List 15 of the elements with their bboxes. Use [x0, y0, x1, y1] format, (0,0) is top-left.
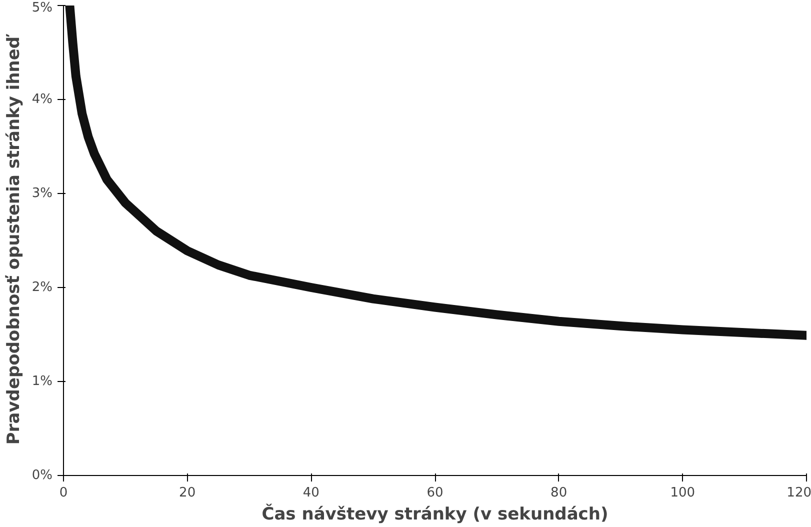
x-tick-label: 80 [550, 486, 568, 500]
x-tick-label: 0 [59, 486, 68, 500]
x-tick-label: 20 [179, 486, 196, 500]
x-tick-label: 100 [670, 486, 696, 500]
y-tick-label: 4% [32, 92, 52, 107]
x-tick-label: 120 [786, 486, 811, 500]
y-axis-title: Pravdepodobnosť opustenia stránky ihneď [4, 34, 24, 445]
x-tick-label: 60 [426, 486, 444, 500]
y-tick-label: 5% [32, 0, 52, 16]
y-tick-label: 0% [32, 468, 52, 483]
y-tick-label: 2% [32, 280, 52, 295]
x-tick-label: 40 [302, 486, 320, 500]
x-axis-title: Čas návštevy stránky (v sekundách) [262, 504, 608, 524]
y-tick-label: 3% [32, 186, 52, 201]
y-tick-label: 1% [32, 374, 52, 389]
